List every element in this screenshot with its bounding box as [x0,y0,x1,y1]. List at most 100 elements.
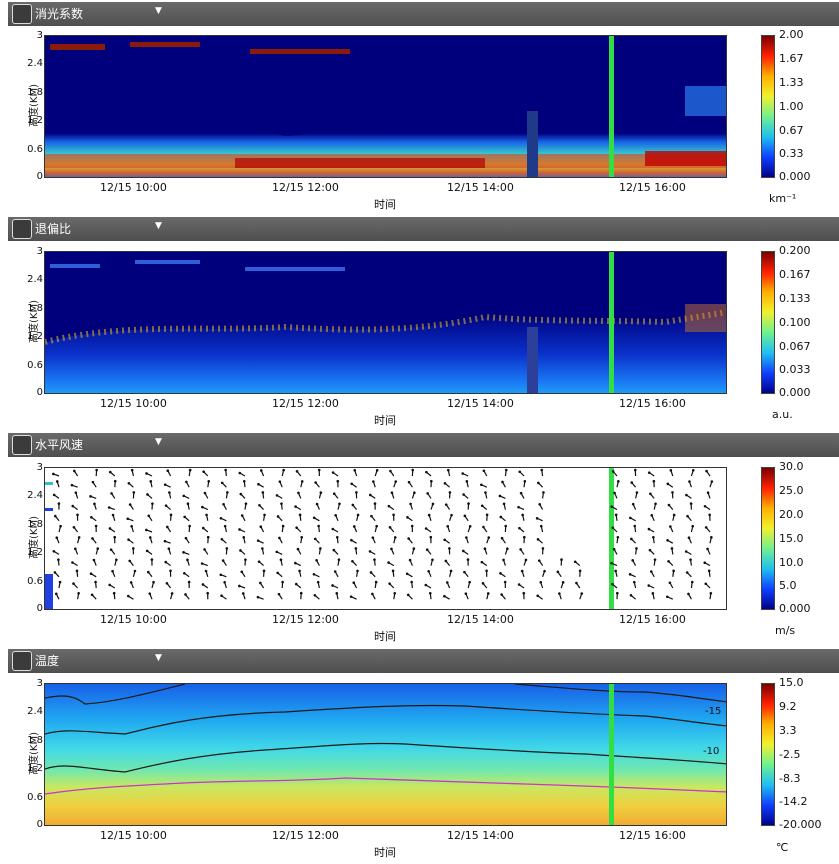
panel-header[interactable]: 温度 ▼ [8,649,839,673]
wind-arrow-head [425,470,428,474]
wind-arrow-head [71,561,74,564]
colorbar-label: 0.000 [779,386,811,399]
colorbar-label: 0.033 [779,363,811,376]
wind-arrow-head [186,502,190,506]
wind-arrow-head [167,547,171,550]
wind-arrow-head [703,504,707,508]
wind-arrow-head [685,571,689,574]
wind-arrow-head [666,595,669,599]
wind-arrow-head [707,569,711,573]
wind-arrow-head [128,503,132,506]
wind-arrow-head [410,580,413,584]
wind-arrow-head [185,480,188,484]
wind-arrow-head [91,480,95,484]
wind-arrow-head [408,558,412,562]
wind-arrow-head [145,528,148,532]
panel-header[interactable]: 消光系数 ▼ [8,2,839,26]
wind-arrow-head [537,559,541,562]
chevron-down-icon[interactable]: ▼ [155,437,162,447]
wind-arrow-head [184,536,188,540]
wind-arrow-head [501,480,504,484]
panel-header[interactable]: 水平风速 ▼ [8,433,839,457]
wind-arrow-head [257,482,260,486]
wind-arrow-head [580,592,584,595]
depolarization-icon [12,219,32,239]
wind-arrow-head [257,560,261,563]
chevron-down-icon[interactable]: ▼ [155,6,162,16]
wind-arrow-head [500,536,504,540]
wind-arrow-head [316,580,320,584]
wind-arrow-head [77,591,80,595]
surface-band-dark [235,158,485,168]
x-tick: 12/15 12:00 [272,397,339,410]
wind-arrow-head [446,468,450,472]
unit-label: a.u. [772,408,793,421]
wind-arrow-head [536,538,540,541]
wind-arrow-head [275,494,279,497]
wind-arrow-head [276,571,279,575]
wind-arrow-head [148,536,152,539]
wind-arrow-head [206,535,210,539]
wind-arrow-head [502,502,506,506]
y-tick: 0.6 [27,360,43,371]
chevron-down-icon[interactable]: ▼ [155,653,162,663]
wind-arrow-head [613,491,616,495]
wind-arrow-head [92,558,96,562]
wind-arrow-head [647,527,651,531]
panel-header[interactable]: 退偏比 ▼ [8,217,839,241]
cloud-layer [50,44,105,50]
wind-arrow-head [635,491,639,494]
wind-arrow-head [183,515,186,519]
wind-arrow-head [517,505,520,509]
wind-arrow-head [612,547,616,551]
wind-arrow-head [710,536,713,539]
wind-arrow-head [631,502,635,506]
wind-barb-plot[interactable] [44,467,727,610]
wind-arrow-head [315,502,319,506]
x-axis-title: 时间 [374,846,396,859]
cloud-layer [250,49,350,54]
wind-arrow-head [467,502,470,505]
wind-arrow-head [480,504,484,508]
wind-arrow-head [127,481,131,485]
wind-arrow-head [373,558,376,561]
wind-arrow-head [466,558,470,561]
colorbar-label: 5.0 [779,579,797,592]
wind-arrow-head [558,592,561,595]
wind-arrow-head [610,561,613,565]
wind-arrow-head [535,517,539,520]
wind-arrow-head [541,547,545,550]
wind-arrow-head [239,549,242,552]
wind-arrow-head [221,559,225,562]
colorbar-label: 1.33 [779,76,804,89]
y-tick: 0 [36,819,43,830]
wind-arrow-head [425,548,429,552]
temperature-heatmap[interactable]: -15 -10 [44,683,727,826]
wind-arrow-head [523,479,527,483]
y-tick: 1.8 [27,519,43,530]
wind-arrow-head [53,571,57,574]
time-marker [609,252,614,393]
depol-heatmap[interactable] [44,251,727,394]
wind-arrow-head [502,558,505,562]
colorbar-label: 0.000 [779,170,811,183]
contour-line [45,704,726,735]
wind-arrow-head [666,538,669,542]
wind-arrow-head [133,569,137,573]
colorbar-label: 0.167 [779,268,811,281]
wind-arrow-head [278,480,282,483]
y-tick: 2.4 [27,490,43,501]
colorbar-label: 25.0 [779,484,804,497]
wind-arrow-head [220,594,223,597]
wind-arrow-head [354,547,358,550]
wind-arrow-head [542,491,545,494]
wind-arrow-head [262,569,266,573]
extinction-heatmap[interactable] [44,35,727,178]
wind-arrow-head [202,470,205,473]
chevron-down-icon[interactable]: ▼ [155,221,162,231]
wind-arrow-head [166,525,169,529]
wind-arrow-head [276,515,280,518]
wind-arrow-head [429,535,433,539]
wind-arrow-head [108,583,111,587]
colorbar-label: 0.067 [779,340,811,353]
